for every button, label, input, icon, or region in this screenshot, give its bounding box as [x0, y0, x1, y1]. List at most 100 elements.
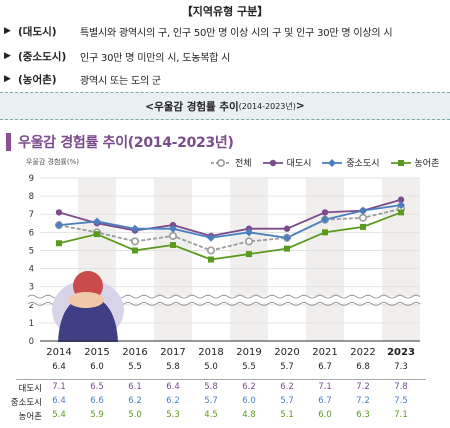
- data-point: [169, 224, 177, 233]
- table-row: 대도시 7.1 6.5 6.1 6.4 5.8 6.2 6.2 7.1 7.2 7.8: [0, 382, 450, 396]
- y-tick-label: 7: [29, 210, 34, 220]
- data-point: [207, 246, 216, 255]
- data-point: [358, 213, 367, 222]
- y-tick-label: 8: [29, 192, 34, 202]
- data-point: [56, 240, 62, 247]
- table-cell: 6.4: [52, 362, 66, 372]
- data-point: [269, 159, 276, 166]
- y-tick-label: 4: [29, 265, 34, 275]
- series-line: [58, 198, 402, 237]
- table-row-label: 중소도시: [10, 398, 42, 408]
- x-tick-label: 2022: [350, 347, 375, 358]
- table-cell: 5.0: [128, 410, 142, 420]
- x-tick-label: 2014: [46, 347, 71, 358]
- data-point: [208, 256, 214, 263]
- table-cell: 5.1: [280, 410, 294, 420]
- table-cell: 6.7: [318, 362, 332, 372]
- banner-sub: (2014-2023년): [238, 101, 296, 111]
- legend-item: 농어촌: [390, 156, 440, 169]
- table-cell: 5.9: [90, 410, 104, 420]
- table-cell: 6.1: [128, 382, 142, 392]
- data-point: [322, 229, 328, 236]
- legend-label: 농어촌: [414, 159, 440, 169]
- x-tick-label: 2016: [122, 347, 147, 358]
- legend-label: 중소도시: [346, 159, 380, 169]
- line-chart: 0 1 2 3 4 5 6 7 8 9 2014 2015 2016 2017 2018 2019 2020 20…: [27, 174, 421, 358]
- data-point: [132, 247, 138, 254]
- legend-item: 전체: [210, 156, 252, 169]
- table-cell: 5.0: [204, 362, 218, 372]
- data-point: [169, 231, 178, 240]
- table-cell: 5.4: [52, 410, 66, 420]
- region-label: (중소도시): [18, 50, 67, 63]
- y-tick-label: 6: [29, 228, 34, 238]
- series-line: [58, 207, 402, 252]
- table-row: 6.4 6.0 5.5 5.8 5.0 5.5 5.7 6.7 6.8 7.3: [0, 362, 450, 376]
- triangle-bullet-icon: ▶: [4, 74, 11, 84]
- table-cell: 5.5: [128, 362, 142, 372]
- x-tick-label: 2015: [84, 347, 109, 358]
- data-point: [321, 209, 329, 216]
- table-cell: 7.8: [394, 382, 408, 392]
- region-row-metro: ▶ (대도시) 특별시와 광역시의 구, 인구 50만 명 이상 시의 구 및 …: [4, 22, 450, 40]
- data-point: [284, 245, 290, 252]
- x-tick-label: 2018: [198, 347, 223, 358]
- y-tick-label: 0: [29, 337, 34, 347]
- table-cell: 7.2: [356, 396, 370, 406]
- chart-title: 우울감 경험률 추이(2014-2023년): [18, 135, 234, 151]
- data-point: [55, 221, 63, 230]
- table-cell: 5.7: [204, 396, 218, 406]
- table-cell: 6.2: [280, 382, 294, 392]
- table-cell: 4.8: [242, 410, 256, 420]
- x-tick-label: 2021: [312, 347, 337, 358]
- table-cell: 5.7: [280, 396, 294, 406]
- data-point: [246, 251, 252, 258]
- region-type-title: 【지역유형 구분】: [181, 5, 269, 18]
- y-tick-label: 2: [29, 301, 34, 311]
- legend-item: 중소도시: [321, 156, 380, 169]
- data-point: [131, 237, 140, 246]
- data-point: [93, 217, 101, 226]
- region-desc: 인구 30만 명 미만의 시, 도농복합 시: [80, 52, 231, 64]
- data-point: [397, 196, 405, 203]
- table-row: 중소도시 6.4 6.6 6.2 6.2 5.7 6.0 5.7 6.7 7.2 7.5: [0, 396, 450, 410]
- table-cell: 6.3: [356, 410, 370, 420]
- column-band: [154, 178, 192, 341]
- table-cell: 7.1: [318, 382, 332, 392]
- table-cell: 6.2: [128, 396, 142, 406]
- legend-swatch: [262, 159, 283, 166]
- y-tick-label: 9: [29, 174, 34, 184]
- data-point: [321, 215, 329, 224]
- sad-person-illustration: [52, 271, 124, 342]
- table-cell: 5.8: [166, 362, 180, 372]
- y-tick-label: 1: [29, 319, 34, 329]
- table-cell: 6.2: [242, 382, 256, 392]
- table-cell: 7.5: [394, 396, 408, 406]
- data-point: [94, 231, 100, 238]
- column-band: [306, 178, 344, 341]
- data-point: [207, 233, 215, 242]
- data-point: [360, 223, 366, 230]
- legend-label: 대도시: [286, 159, 312, 169]
- banner-end: >: [295, 100, 305, 112]
- y-axis-label: 우울감 경험률(%): [26, 158, 79, 166]
- chart-title-block: 우울감 경험률 추이(2014-2023년): [6, 132, 234, 152]
- region-row-rural: ▶ (농어촌) 광역시 또는 도의 군: [4, 70, 450, 88]
- table-cell: 5.3: [166, 410, 180, 420]
- illustration-body: [58, 295, 118, 342]
- legend-swatch: [211, 158, 231, 167]
- table-cell: 6.5: [90, 382, 104, 392]
- table-cell: 6.4: [52, 396, 66, 406]
- table-cell: 6.2: [166, 396, 180, 406]
- table-cell: 7.1: [394, 410, 408, 420]
- data-point: [328, 158, 337, 167]
- table-cell: 5.7: [280, 362, 294, 372]
- table-cell: 5.5: [242, 362, 256, 372]
- table-cell: 6.0: [242, 396, 256, 406]
- region-label: (대도시): [18, 25, 57, 38]
- table-divider: [16, 379, 426, 380]
- title-accent-bar: [6, 133, 11, 151]
- chart-legend: 전체 대도시 중소도시 농어촌: [210, 156, 439, 169]
- data-point: [397, 159, 404, 166]
- table-cell: 6.8: [356, 362, 370, 372]
